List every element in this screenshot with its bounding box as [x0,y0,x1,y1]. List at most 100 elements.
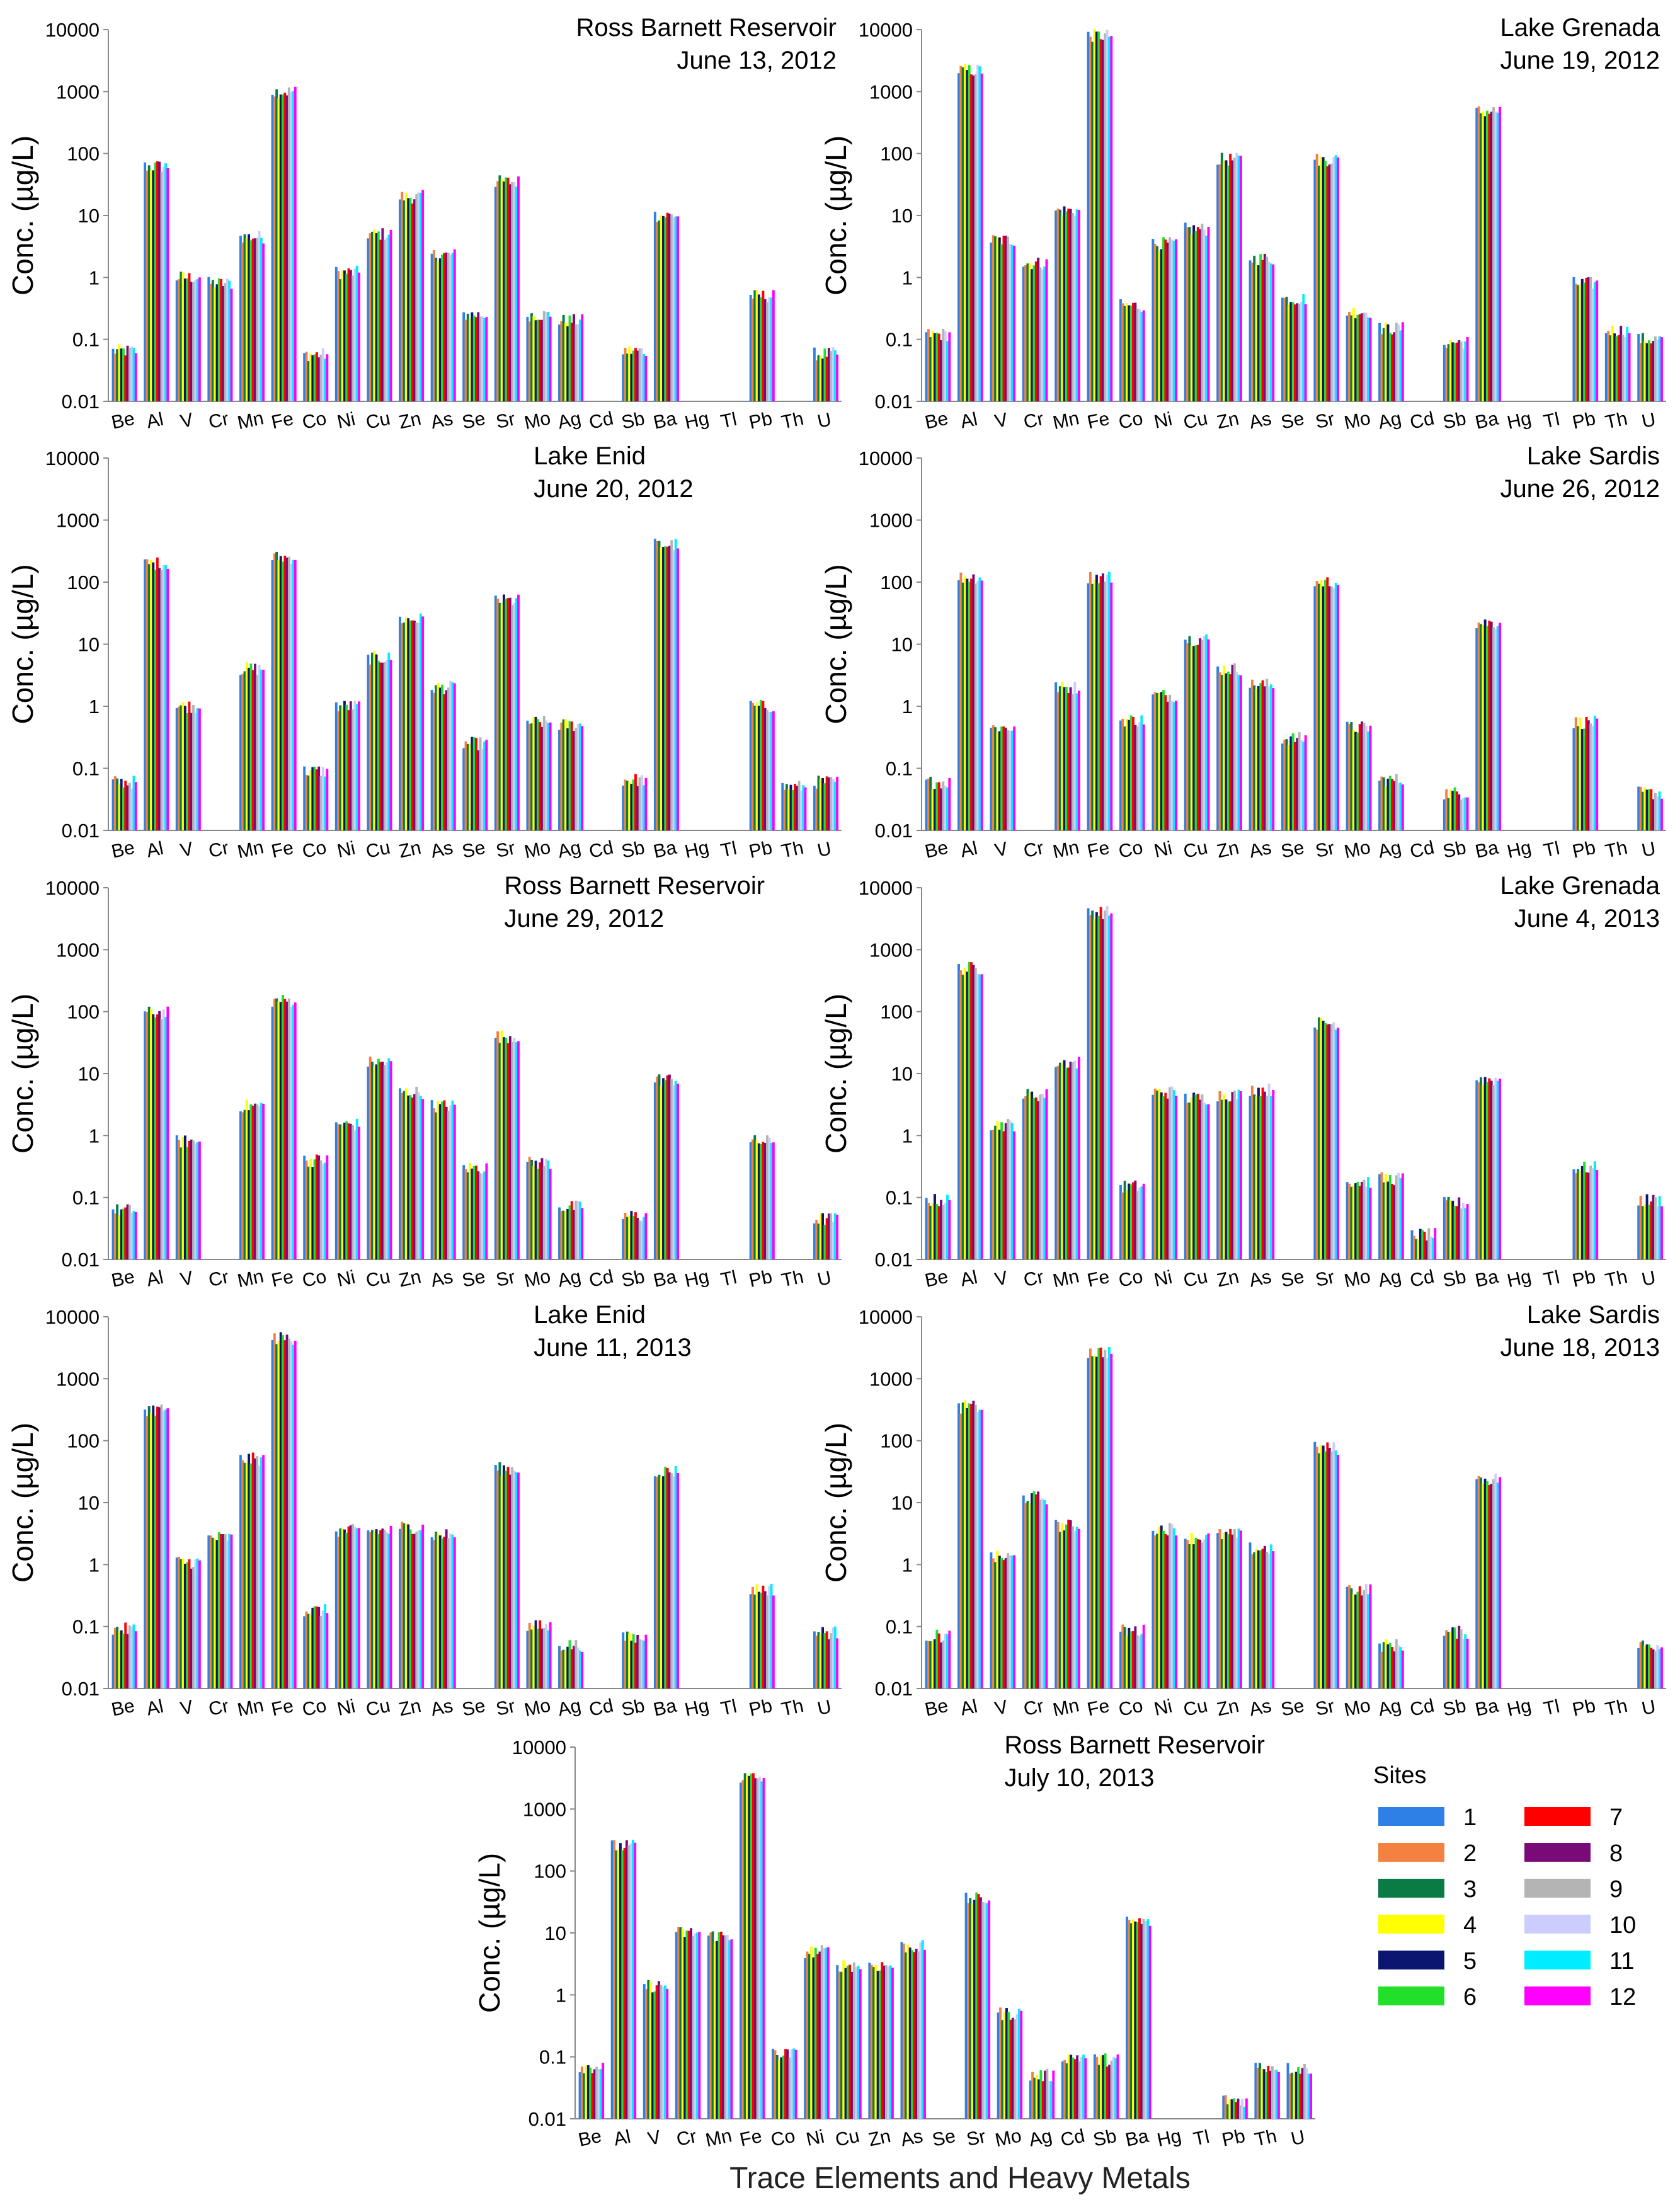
bar [823,1948,826,2119]
category-bar-group [957,64,983,402]
bar [1650,789,1653,830]
bar [1069,209,1072,401]
bar [576,324,580,401]
bar [443,1537,446,1688]
bar [324,776,326,830]
bar [675,1932,678,2119]
bar [1190,646,1193,830]
bar [339,705,342,830]
bar [277,1341,280,1688]
bar [964,576,967,830]
bar [1596,718,1599,830]
category-label: Cr [207,837,231,862]
legend-label: 4 [1463,1912,1477,1939]
bar [447,687,450,830]
bar [180,1559,183,1688]
bar [1207,1104,1210,1259]
y-tick-label: 1 [902,696,913,718]
bar [1647,789,1650,830]
bar [972,1401,975,1688]
category-bar-group [494,594,520,830]
bar [1237,2098,1240,2119]
bar [1075,209,1078,401]
bar [643,785,646,830]
category-bar-group [1022,257,1048,401]
bar [358,701,360,830]
bar [505,177,508,401]
bar [1158,250,1161,401]
bar [1203,636,1206,830]
bar [1069,687,1072,830]
bar [1431,1237,1434,1259]
bar [1482,1084,1485,1259]
bar [724,1935,727,2119]
category-bar-group [1313,154,1340,402]
y-tick-label: 10000 [45,447,100,469]
category-label: Al [959,838,980,862]
bar [377,1058,380,1259]
bar [409,1529,412,1688]
bar [1260,2068,1264,2119]
y-tick-label: 100 [67,143,100,165]
bar [1073,215,1077,401]
bar [617,1849,620,2119]
bar [113,1627,117,1688]
bar [186,278,189,401]
bar [774,2050,777,2119]
category-bar-group [1410,1228,1437,1259]
bar [821,358,825,401]
bar [768,712,771,830]
bar [674,216,677,401]
bar [1108,2065,1111,2119]
bar [1216,164,1220,401]
bar [836,1215,839,1259]
bar [1488,113,1491,401]
bar [1656,796,1659,830]
category-bar-group [749,699,775,830]
category-bar-group [622,1631,648,1688]
bar [1148,1925,1151,2119]
bar [1045,259,1048,401]
bar [976,64,980,401]
bar [453,249,456,401]
bar [578,1201,581,1259]
bar [183,1135,186,1259]
category-label: Hg [1506,1695,1533,1721]
category-label: V [646,2126,663,2149]
bar [122,1633,125,1688]
bar [1220,1539,1223,1688]
bar [1301,2068,1304,2119]
bar [1272,264,1275,401]
category-label: Zn [1215,1266,1241,1292]
panel-title-name: Lake Sardis [1527,442,1660,470]
bar [1397,782,1400,830]
bar [1041,269,1044,401]
category-bar-group [964,1892,991,2119]
bar [1094,2054,1096,2119]
bar [1464,797,1467,830]
bar [817,1632,820,1688]
bar [351,275,355,401]
bar [961,975,964,1259]
bar [799,791,803,830]
bar [977,1894,980,2119]
bar [1075,1068,1078,1259]
bar [1106,905,1109,1259]
category-label: Cd [587,1266,615,1292]
bar [409,621,412,830]
bar [419,613,422,830]
category-bar-group [749,290,775,401]
bar [627,1845,631,2119]
y-tick-label: 10 [78,1063,100,1085]
category-label: U [1640,1696,1657,1719]
bar [1391,779,1394,830]
category-bar-group [430,680,456,830]
category-bar-group [239,662,265,830]
bar [934,789,936,830]
category-label: Al [612,2126,632,2150]
bar [1097,915,1100,1259]
bar [503,1037,505,1259]
bar [750,1773,753,2119]
bar [1367,731,1370,830]
category-label: As [1247,1695,1273,1721]
